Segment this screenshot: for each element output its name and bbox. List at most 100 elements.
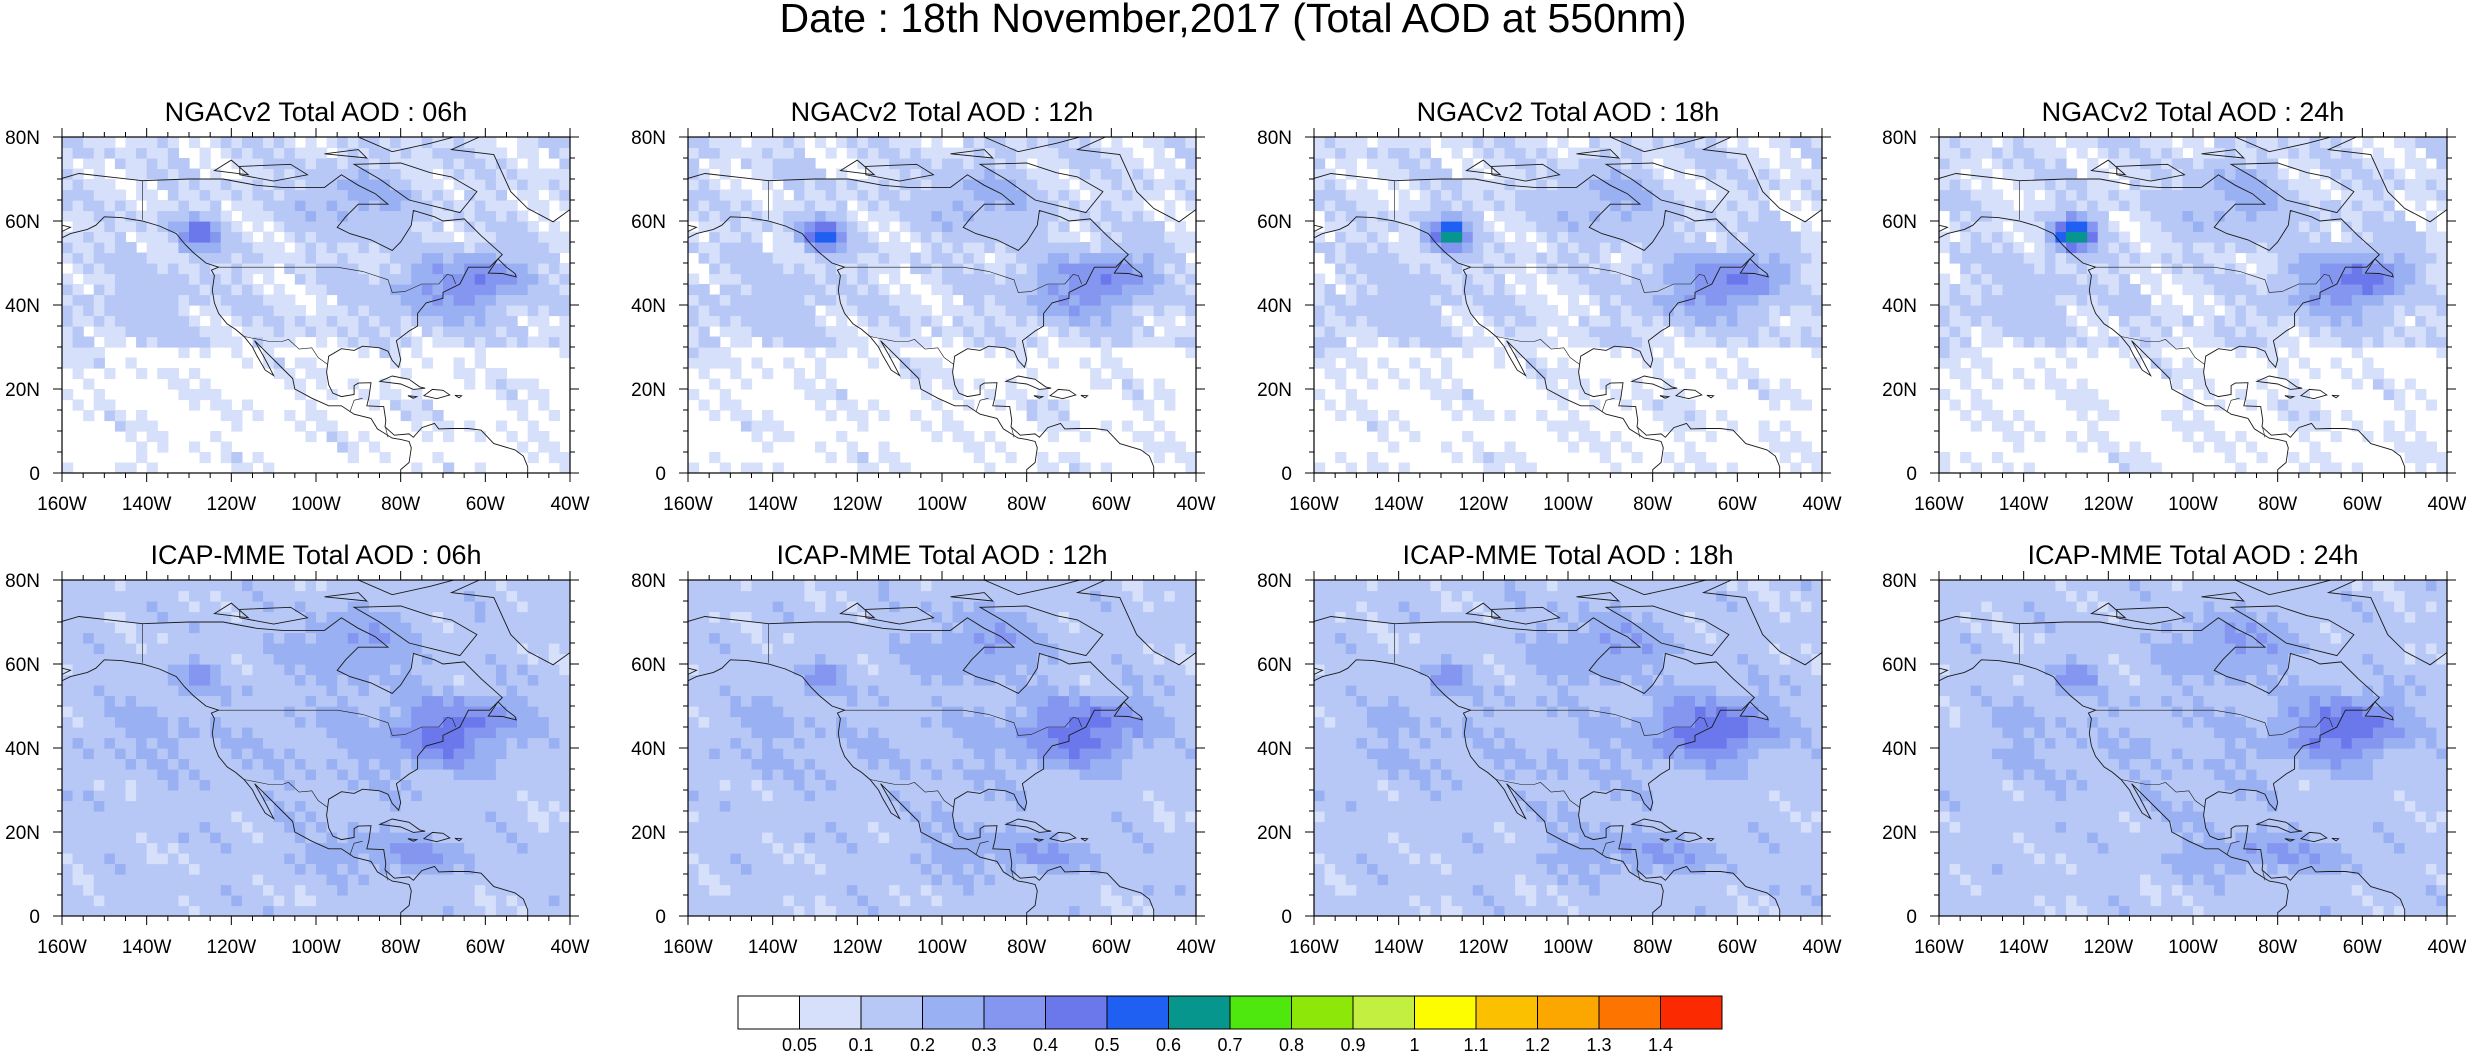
panel-title: ICAP-MME Total AOD : 24h bbox=[2027, 540, 2358, 570]
colorbar-label: 0.2 bbox=[910, 1035, 935, 1055]
lon-tick-label: 100W bbox=[291, 494, 341, 515]
panel-grid: NGACv2 Total AOD : 06h 160W 140W 120W 100W 80… bbox=[5, 97, 2466, 958]
lon-tick-label: 160W bbox=[1914, 494, 1964, 515]
map-panel-icap-mme-24h: ICAP-MME Total AOD : 24h 160W 140W 120W 100W… bbox=[1882, 540, 2466, 958]
lon-tick-label: 120W bbox=[1459, 494, 1509, 515]
lat-tick-label: 40N bbox=[5, 739, 40, 760]
lat-tick-label: 40N bbox=[1882, 296, 1917, 317]
lat-tick-label: 80N bbox=[1882, 128, 1917, 149]
colorbar-label: 0.1 bbox=[848, 1035, 873, 1055]
colorbar-label: 0.7 bbox=[1217, 1035, 1242, 1055]
lon-tick-label: 140W bbox=[1999, 494, 2049, 515]
colorbar-box bbox=[1045, 995, 1108, 1030]
lon-tick-label: 140W bbox=[748, 494, 798, 515]
colorbar-box bbox=[1598, 995, 1661, 1030]
lat-tick-label: 0 bbox=[655, 464, 666, 485]
lat-tick-label: 60N bbox=[1882, 212, 1917, 233]
colorbar-box bbox=[1475, 995, 1538, 1030]
aod-field bbox=[62, 580, 570, 916]
lon-tick-label: 120W bbox=[207, 494, 257, 515]
lat-tick-label: 0 bbox=[1281, 907, 1292, 928]
lon-tick-label: 100W bbox=[291, 937, 341, 958]
lat-tick-label: 20N bbox=[1882, 380, 1917, 401]
lat-tick-label: 20N bbox=[5, 823, 40, 844]
lat-tick-label: 60N bbox=[631, 655, 666, 676]
lat-tick-label: 60N bbox=[5, 212, 40, 233]
lat-tick-label: 0 bbox=[29, 464, 40, 485]
colorbar-box bbox=[1168, 995, 1231, 1030]
lon-tick-label: 80W bbox=[381, 494, 420, 515]
lat-tick-label: 60N bbox=[1882, 655, 1917, 676]
lon-tick-label: 120W bbox=[833, 937, 883, 958]
colorbar-label: 0.4 bbox=[1033, 1035, 1058, 1055]
colorbar-label: 0.9 bbox=[1340, 1035, 1365, 1055]
lat-tick-label: 60N bbox=[631, 212, 666, 233]
lon-tick-label: 80W bbox=[1007, 494, 1046, 515]
lon-tick-label: 140W bbox=[122, 937, 172, 958]
lat-tick-label: 80N bbox=[1257, 571, 1292, 592]
panel-title: ICAP-MME Total AOD : 18h bbox=[1402, 540, 1733, 570]
panel-title: NGACv2 Total AOD : 18h bbox=[1417, 97, 1720, 127]
lon-tick-label: 100W bbox=[1543, 937, 1593, 958]
coastlines bbox=[1314, 580, 1822, 916]
lon-tick-label: 160W bbox=[1914, 937, 1964, 958]
colorbar-label: 1.1 bbox=[1463, 1035, 1488, 1055]
lon-tick-label: 120W bbox=[833, 494, 883, 515]
colorbar-label: 1.4 bbox=[1648, 1035, 1673, 1055]
lat-tick-label: 60N bbox=[1257, 212, 1292, 233]
colorbar-label: 0.5 bbox=[1094, 1035, 1119, 1055]
map-panel-icap-mme-06h: ICAP-MME Total AOD : 06h 160W 140W 120W 100W… bbox=[5, 540, 589, 958]
lon-tick-label: 120W bbox=[2084, 937, 2134, 958]
colorbar-label: 0.3 bbox=[971, 1035, 996, 1055]
colorbar-label: 1.2 bbox=[1525, 1035, 1550, 1055]
panel-title: ICAP-MME Total AOD : 06h bbox=[150, 540, 481, 570]
lat-tick-label: 80N bbox=[5, 571, 40, 592]
lon-tick-label: 100W bbox=[917, 937, 967, 958]
aod-field bbox=[1314, 580, 1822, 916]
map-panel-icap-mme-18h: ICAP-MME Total AOD : 18h 160W 140W 120W 100W… bbox=[1257, 540, 1841, 958]
lon-tick-label: 140W bbox=[1999, 937, 2049, 958]
panel-title: NGACv2 Total AOD : 24h bbox=[2042, 97, 2345, 127]
lon-tick-label: 80W bbox=[2258, 494, 2297, 515]
aod-field bbox=[688, 137, 1196, 473]
lon-tick-label: 80W bbox=[381, 937, 420, 958]
colorbar-box bbox=[983, 995, 1046, 1030]
lon-tick-label: 60W bbox=[1718, 494, 1757, 515]
lon-tick-label: 40W bbox=[2427, 494, 2466, 515]
colorbar-box bbox=[922, 995, 985, 1030]
colorbar-label: 0.6 bbox=[1156, 1035, 1181, 1055]
lat-tick-label: 20N bbox=[5, 380, 40, 401]
lon-tick-label: 60W bbox=[466, 494, 505, 515]
lat-tick-label: 0 bbox=[655, 907, 666, 928]
lon-tick-label: 160W bbox=[1289, 494, 1339, 515]
lon-tick-label: 80W bbox=[1007, 937, 1046, 958]
coastlines bbox=[1939, 137, 2447, 473]
aod-field bbox=[1939, 137, 2447, 473]
map-panel-icap-mme-12h: ICAP-MME Total AOD : 12h 160W 140W 120W 100W… bbox=[631, 540, 1215, 958]
coastlines bbox=[1314, 137, 1822, 473]
lat-tick-label: 0 bbox=[29, 907, 40, 928]
lon-tick-label: 120W bbox=[207, 937, 257, 958]
coastlines bbox=[62, 580, 570, 916]
lat-tick-label: 40N bbox=[1257, 296, 1292, 317]
lon-tick-label: 100W bbox=[2168, 494, 2218, 515]
panel-title: NGACv2 Total AOD : 12h bbox=[791, 97, 1094, 127]
lat-tick-label: 80N bbox=[1257, 128, 1292, 149]
figure-title: Date : 18th November,2017 (Total AOD at … bbox=[779, 0, 1686, 41]
map-panel-ngacv2-12h: NGACv2 Total AOD : 12h 160W 140W 120W 100W 80… bbox=[631, 97, 1215, 515]
lat-tick-label: 80N bbox=[631, 128, 666, 149]
coastlines bbox=[62, 137, 570, 473]
map-panel-ngacv2-24h: NGACv2 Total AOD : 24h 160W 140W 120W 100W 80… bbox=[1882, 97, 2466, 515]
lon-tick-label: 140W bbox=[122, 494, 172, 515]
lon-tick-label: 140W bbox=[748, 937, 798, 958]
lon-tick-label: 60W bbox=[1092, 494, 1131, 515]
lat-tick-label: 20N bbox=[1257, 380, 1292, 401]
coastlines bbox=[688, 137, 1196, 473]
lat-tick-label: 60N bbox=[1257, 655, 1292, 676]
lon-tick-label: 40W bbox=[1176, 494, 1215, 515]
coastlines bbox=[1939, 580, 2447, 916]
lon-tick-label: 40W bbox=[550, 494, 589, 515]
lon-tick-label: 100W bbox=[1543, 494, 1593, 515]
lon-tick-label: 40W bbox=[1802, 494, 1841, 515]
